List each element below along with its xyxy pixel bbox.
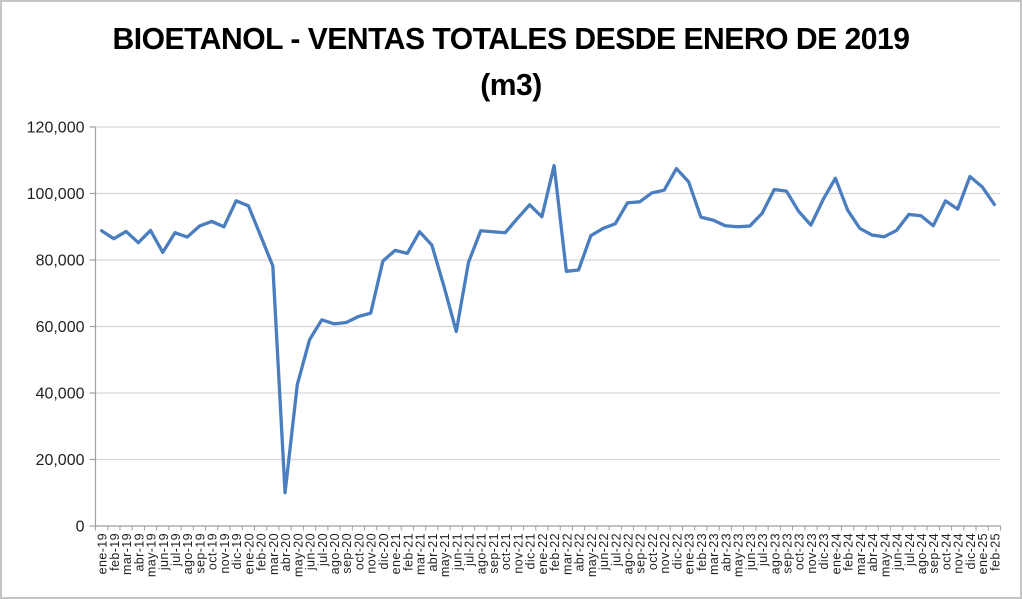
x-axis-category-label: abr-19: [132, 533, 146, 572]
chart-title-line1: BIOETANOL - VENTAS TOTALES DESDE ENERO D…: [112, 21, 910, 56]
x-axis-category-label: dic-23: [817, 533, 831, 569]
y-axis-tick-label: 0: [76, 519, 85, 536]
x-axis-category-label: dic-24: [964, 533, 978, 569]
x-axis-category-label: jun-21: [450, 533, 464, 571]
x-axis-category-label: ago-21: [475, 533, 489, 574]
x-axis-category-label: nov-19: [218, 533, 232, 574]
x-axis-category-label: oct-24: [939, 533, 953, 570]
x-axis-category-label: ago-19: [181, 533, 195, 574]
x-axis-category-label: jun-20: [304, 533, 318, 571]
x-axis-category-label: ene-19: [96, 533, 110, 574]
x-axis-category-label: jun-24: [891, 533, 905, 571]
x-axis-category-label: mar-21: [414, 533, 428, 575]
x-axis-category-label: abr-21: [426, 533, 440, 572]
x-axis-category-label: oct-22: [646, 533, 660, 570]
x-axis-category-label: nov-21: [511, 533, 525, 574]
x-axis-category-label: dic-21: [524, 533, 538, 569]
x-axis-category-label: may-19: [145, 533, 159, 577]
x-axis-category-label: nov-24: [952, 533, 966, 574]
x-axis-category-label: dic-20: [377, 533, 391, 569]
x-axis-category-label: ene-23: [683, 533, 697, 574]
x-axis-category-label: oct-23: [793, 533, 807, 570]
x-axis-category-label: sep-21: [487, 533, 501, 574]
y-axis-tick-label: 20,000: [36, 452, 85, 469]
x-axis-category-label: abr-22: [573, 533, 587, 572]
x-axis-category-label: may-21: [438, 533, 452, 577]
x-axis-category-label: nov-22: [658, 533, 672, 574]
x-axis-category-label: dic-19: [230, 533, 244, 569]
x-axis-category-label: sep-22: [634, 533, 648, 574]
x-axis-category-label: feb-21: [401, 533, 415, 571]
x-axis-category-label: feb-22: [548, 533, 562, 571]
x-axis-category-label: ene-25: [976, 533, 990, 574]
x-axis-category-label: ene-24: [829, 533, 843, 574]
x-axis-category-label: ene-21: [389, 533, 403, 574]
x-axis-category-label: oct-20: [352, 533, 366, 570]
x-axis-category-label: may-22: [585, 533, 599, 577]
x-axis-category-label: jul-23: [756, 533, 770, 567]
x-axis-category-label: mar-19: [120, 533, 134, 575]
x-axis-category-label: sep-24: [927, 533, 941, 574]
x-axis-category-label: sep-19: [193, 533, 207, 574]
x-axis-category-label: mar-23: [707, 533, 721, 575]
x-axis-category-label: abr-23: [719, 533, 733, 572]
y-axis-tick-label: 80,000: [36, 253, 85, 270]
x-axis-category-label: jul-22: [609, 533, 623, 567]
chart-title-line2: (m3): [480, 67, 542, 102]
x-axis-category-label: jun-23: [744, 533, 758, 571]
x-axis-category-label: jun-19: [157, 533, 171, 571]
x-axis-category-label: mar-24: [854, 533, 868, 575]
x-axis-category-label: feb-24: [842, 533, 856, 571]
x-axis-category-label: oct-21: [499, 533, 513, 570]
x-axis-category-label: ago-22: [621, 533, 635, 574]
chart-title: BIOETANOL - VENTAS TOTALES DESDE ENERO D…: [17, 16, 1004, 108]
x-axis-category-label: jul-20: [316, 533, 330, 567]
x-axis-category-label: ene-20: [242, 533, 256, 574]
x-axis-category-label: oct-19: [206, 533, 220, 570]
x-axis-category-label: may-20: [291, 533, 305, 577]
x-axis-category-label: dic-22: [670, 533, 684, 569]
y-axis-tick-label: 100,000: [27, 186, 85, 203]
x-axis-category-label: abr-20: [279, 533, 293, 572]
x-axis-category-label: sep-23: [780, 533, 794, 574]
x-axis-category-label: mar-20: [267, 533, 281, 575]
x-axis-category-label: feb-20: [255, 533, 269, 571]
y-axis-tick-label: 40,000: [36, 386, 85, 403]
sales-line-series: [99, 163, 997, 495]
x-axis-category-label: ago-20: [328, 533, 342, 574]
x-axis-category-label: sep-20: [340, 533, 354, 574]
x-axis-category-label: feb-25: [988, 533, 1002, 571]
x-axis-category-label: may-23: [732, 533, 746, 577]
y-axis-tick-label: 60,000: [36, 319, 85, 336]
x-axis-category-label: ene-22: [536, 533, 550, 574]
x-axis-category-label: may-24: [878, 533, 892, 577]
x-axis-category-label: jul-21: [463, 533, 477, 567]
x-axis-category-label: mar-22: [560, 533, 574, 575]
x-axis-category-label: jul-19: [169, 533, 183, 567]
x-axis-category-label: nov-23: [805, 533, 819, 574]
x-axis-category-label: feb-23: [695, 533, 709, 571]
x-axis-category-label: ago-23: [768, 533, 782, 574]
y-axis-tick-label: 120,000: [27, 120, 85, 137]
x-axis-category-label: jul-24: [903, 533, 917, 567]
x-axis-category-label: jun-22: [597, 533, 611, 571]
x-axis-category-label: nov-20: [365, 533, 379, 574]
x-axis-category-label: feb-19: [108, 533, 122, 571]
x-axis-category-label: abr-24: [866, 533, 880, 572]
x-axis-category-label: ago-24: [915, 533, 929, 574]
